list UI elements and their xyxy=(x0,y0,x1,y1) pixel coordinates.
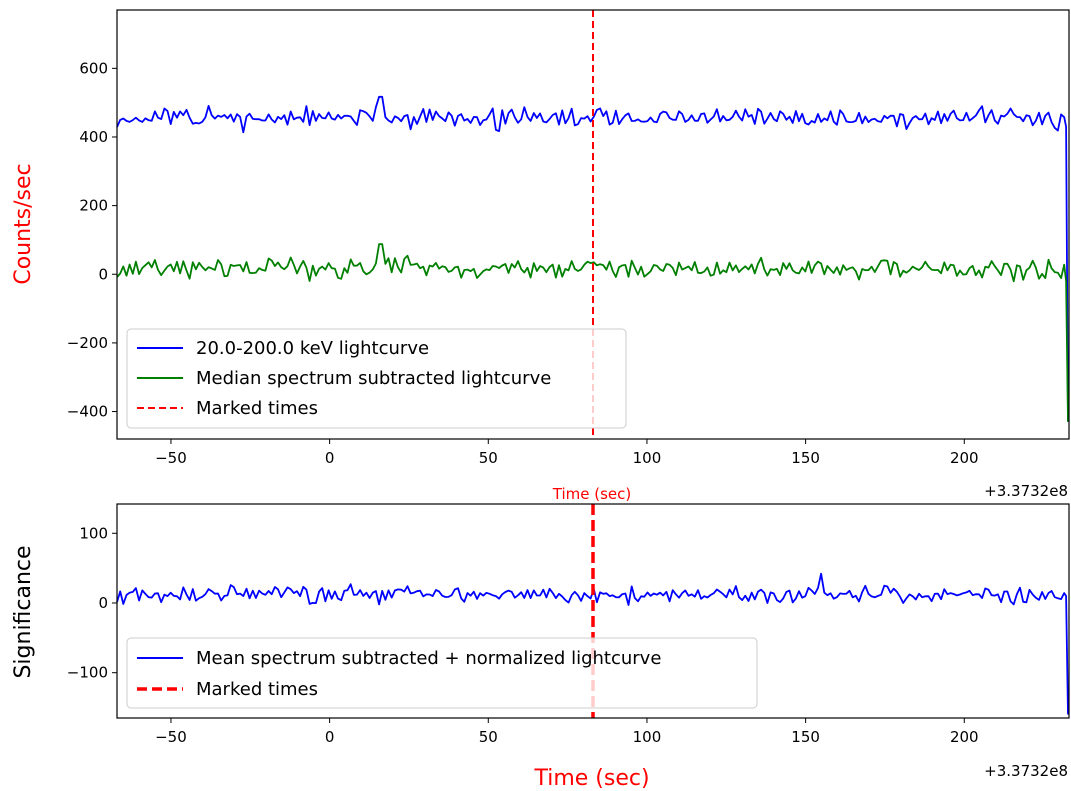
top-legend-label-marked: Marked times xyxy=(196,398,318,419)
bottom-x-tick-label: 200 xyxy=(950,728,979,746)
bottom-legend-label-lightcurve: Mean spectrum subtracted + normalized li… xyxy=(196,648,661,669)
top-legend: 20.0-200.0 keV lightcurve Median spectru… xyxy=(126,328,627,429)
bottom-axes-frame xyxy=(116,503,1070,719)
top-axes-frame xyxy=(116,9,1070,440)
top-xlabel: Time (sec) xyxy=(552,485,631,503)
top-plot-area: −50 0 50 100 150 200 −400 −200 0 200 400 600 xyxy=(67,9,1070,467)
top-y-tick-label: 0 xyxy=(98,265,108,283)
top-legend-label-median: Median spectrum subtracted lightcurve xyxy=(196,368,551,389)
bottom-legend-box xyxy=(126,637,758,709)
bottom-x-tick-label: 150 xyxy=(791,728,820,746)
top-legend-box xyxy=(126,328,627,429)
top-x-tick-label: 200 xyxy=(950,449,979,467)
bottom-x-tick-label: 0 xyxy=(325,728,335,746)
bottom-x-tick-label: −50 xyxy=(155,728,187,746)
top-ylabel: Counts/sec xyxy=(11,163,36,284)
bottom-legend: Mean spectrum subtracted + normalized li… xyxy=(126,637,758,709)
top-legend-label-lightcurve: 20.0-200.0 keV lightcurve xyxy=(196,338,429,359)
top-x-tick-label: 100 xyxy=(633,449,662,467)
top-series-line-1 xyxy=(116,95,1069,422)
bottom-x-offset: +3.3732e8 xyxy=(984,762,1068,780)
bottom-y-tick-label: −100 xyxy=(67,664,108,682)
top-x-offset: +3.3732e8 xyxy=(984,482,1068,500)
bottom-legend-label-marked: Marked times xyxy=(196,679,318,700)
bottom-plot-area: −50 0 50 100 150 200 −100 0 100 xyxy=(67,503,1070,746)
top-series-line-2 xyxy=(116,243,1069,422)
bottom-x-tick-label: 100 xyxy=(633,728,662,746)
bottom-y-tick-label: 0 xyxy=(98,594,108,612)
top-x-tick-label: 50 xyxy=(479,449,498,467)
top-x-tick-label: −50 xyxy=(155,449,187,467)
top-x-tick-label: 150 xyxy=(791,449,820,467)
top-y-tick-label: −200 xyxy=(67,334,108,352)
bottom-xlabel: Time (sec) xyxy=(533,766,649,791)
top-y-tick-label: 200 xyxy=(79,197,108,215)
bottom-x-tick-label: 50 xyxy=(479,728,498,746)
top-y-tick-label: 400 xyxy=(79,128,108,146)
bottom-y-tick-label: 100 xyxy=(79,524,108,542)
top-x-tick-label: 0 xyxy=(325,449,335,467)
top-y-tick-label: −400 xyxy=(67,403,108,421)
bottom-ylabel: Significance xyxy=(11,545,36,678)
top-y-tick-label: 600 xyxy=(79,59,108,77)
